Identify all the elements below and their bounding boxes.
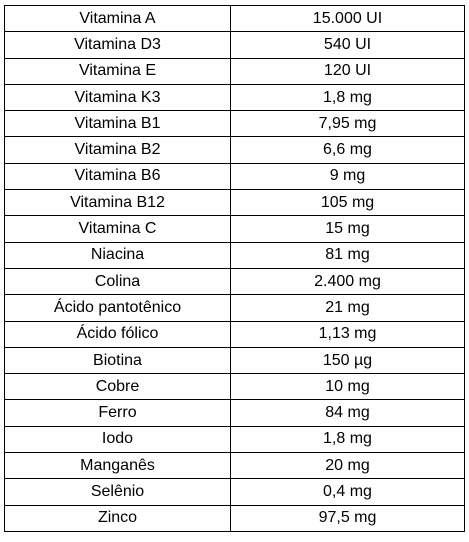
nutrient-name: Vitamina B6 xyxy=(4,162,231,191)
nutrient-table-body: Vitamina A 15.000 UI Vitamina D3 540 UI Vi… xyxy=(4,4,465,532)
nutrient-name: Vitamina A xyxy=(4,4,231,33)
nutrient-name: Colina xyxy=(4,267,231,296)
table-row: Vitamina C 15 mg xyxy=(4,215,465,243)
nutrient-name: Cobre xyxy=(4,373,231,401)
table-row: Vitamina E 120 UI xyxy=(4,57,465,85)
nutrient-amount: 0,4 mg xyxy=(230,478,465,506)
table-row: Zinco 97,5 mg xyxy=(4,504,465,532)
nutrient-name: Vitamina C xyxy=(4,215,231,243)
nutrient-table: Vitamina A 15.000 UI Vitamina D3 540 UI Vi… xyxy=(4,4,465,532)
nutrient-amount: 15.000 UI xyxy=(230,4,465,33)
nutrient-name: Ferro xyxy=(4,399,231,427)
table-row: Vitamina B2 6,6 mg xyxy=(4,136,465,164)
nutrient-amount: 81 mg xyxy=(230,241,465,269)
nutrient-name: Iodo xyxy=(4,425,231,454)
table-row: Cobre 10 mg xyxy=(4,373,465,401)
nutrient-name: Ácido fólico xyxy=(4,320,231,348)
table-row: Vitamina B12 105 mg xyxy=(4,189,465,217)
nutrient-name: Vitamina B2 xyxy=(4,136,231,164)
nutrient-name: Vitamina D3 xyxy=(4,31,231,59)
table-row: Colina 2.400 mg xyxy=(4,267,465,296)
nutrient-name: Biotina xyxy=(4,346,231,375)
nutrient-name: Zinco xyxy=(4,504,231,532)
nutrient-name: Niacina xyxy=(4,241,231,269)
nutrient-name: Vitamina K3 xyxy=(4,83,231,112)
nutrient-amount: 10 mg xyxy=(230,373,465,401)
table-row: Ferro 84 mg xyxy=(4,399,465,427)
table-row: Selênio 0,4 mg xyxy=(4,478,465,506)
table-row: Vitamina A 15.000 UI xyxy=(4,4,465,33)
table-row: Manganês 20 mg xyxy=(4,452,465,480)
nutrient-name: Selênio xyxy=(4,478,231,506)
nutrient-amount: 540 UI xyxy=(230,31,465,59)
nutrient-name: Vitamina E xyxy=(4,57,231,85)
table-row: Vitamina D3 540 UI xyxy=(4,31,465,59)
nutrient-name: Vitamina B12 xyxy=(4,189,231,217)
nutrient-amount: 97,5 mg xyxy=(230,504,465,532)
nutrient-amount: 120 UI xyxy=(230,57,465,85)
nutrient-amount: 20 mg xyxy=(230,452,465,480)
nutrient-name: Manganês xyxy=(4,452,231,480)
table-row: Iodo 1,8 mg xyxy=(4,425,465,454)
nutrient-amount: 84 mg xyxy=(230,399,465,427)
nutrient-amount: 15 mg xyxy=(230,215,465,243)
nutrient-amount: 9 mg xyxy=(230,162,465,191)
nutrient-amount: 7,95 mg xyxy=(230,110,465,138)
nutrient-amount: 1,8 mg xyxy=(230,425,465,454)
nutrient-amount: 150 µg xyxy=(230,346,465,375)
table-row: Niacina 81 mg xyxy=(4,241,465,269)
table-row: Ácido pantotênico 21 mg xyxy=(4,294,465,322)
nutrient-name: Ácido pantotênico xyxy=(4,294,231,322)
nutrient-amount: 2.400 mg xyxy=(230,267,465,296)
nutrient-name: Vitamina B1 xyxy=(4,110,231,138)
nutrient-amount: 6,6 mg xyxy=(230,136,465,164)
table-row: Biotina 150 µg xyxy=(4,346,465,375)
table-row: Vitamina K3 1,8 mg xyxy=(4,83,465,112)
table-row: Vitamina B1 7,95 mg xyxy=(4,110,465,138)
table-row: Vitamina B6 9 mg xyxy=(4,162,465,191)
table-row: Ácido fólico 1,13 mg xyxy=(4,320,465,348)
nutrient-amount: 1,13 mg xyxy=(230,320,465,348)
nutrient-amount: 105 mg xyxy=(230,189,465,217)
nutrient-table-container: Vitamina A 15.000 UI Vitamina D3 540 UI Vi… xyxy=(4,4,465,532)
nutrient-amount: 21 mg xyxy=(230,294,465,322)
nutrient-amount: 1,8 mg xyxy=(230,83,465,112)
